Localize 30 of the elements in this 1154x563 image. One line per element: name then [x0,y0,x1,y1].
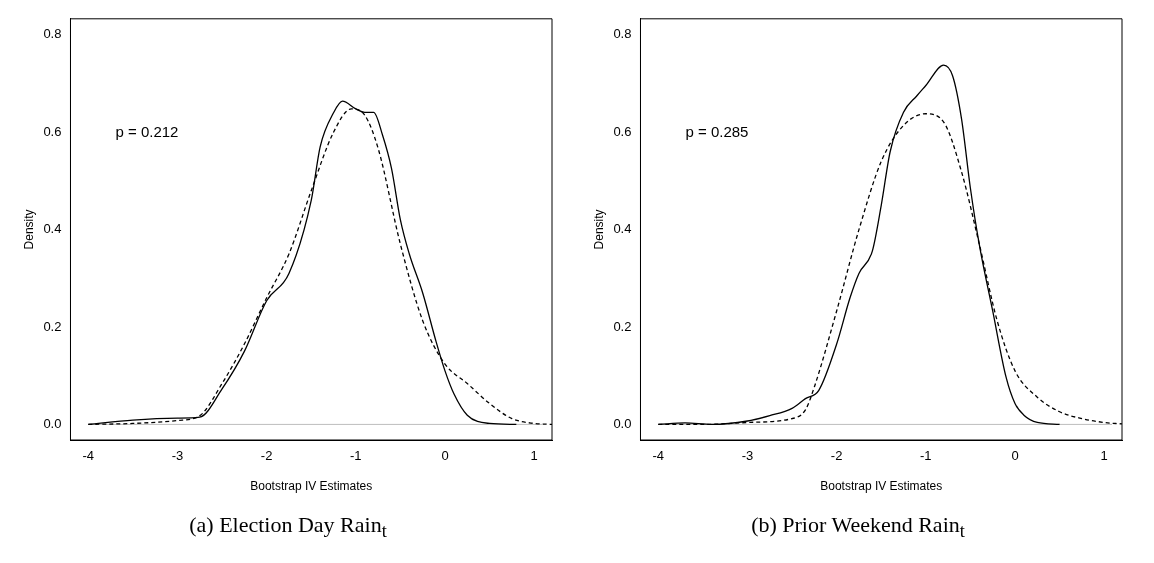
y-tick-label: 0.8 [43,26,62,42]
y-tick-label: 0.6 [613,123,632,139]
y-tick-label: 0.6 [43,123,62,139]
y-axis-title: Density [591,209,606,250]
annotation: p = 0.212 [115,122,179,140]
y-tick-label: 0.2 [43,318,62,334]
x-tick-label: -2 [830,448,843,464]
x-axis-title: Bootstrap IV Estimates [820,479,943,494]
y-tick-label: 0.0 [613,416,632,431]
x-axis-title: Bootstrap IV Estimates [250,479,373,494]
text: (a) Election Day Rain$_{t}$ [189,512,387,543]
x-tick-label: 0 [441,448,449,464]
y-axis-title: Density [21,209,36,250]
x-tick-label: -2 [260,448,273,464]
annotation: p = 0.285 [685,122,749,140]
x-tick-label: -3 [741,448,754,464]
x-tick-label: -4 [82,448,95,464]
x-tick-label: 0 [1011,448,1019,464]
x-tick-label: 1 [530,448,538,464]
x-tick-label: -1 [350,448,362,464]
x-tick-label: -4 [652,448,665,464]
y-tick-label: 0.4 [613,221,632,237]
text: (b) Prior Weekend Rain$_{t}$ [751,512,965,543]
x-tick-label: -3 [171,448,184,464]
y-tick-label: 0.2 [613,318,632,334]
y-tick-label: 0.8 [613,26,632,42]
x-tick-label: -1 [920,448,932,464]
x-tick-label: 1 [1100,448,1108,464]
y-tick-label: 0.4 [43,221,62,237]
y-tick-label: 0.0 [43,416,62,431]
